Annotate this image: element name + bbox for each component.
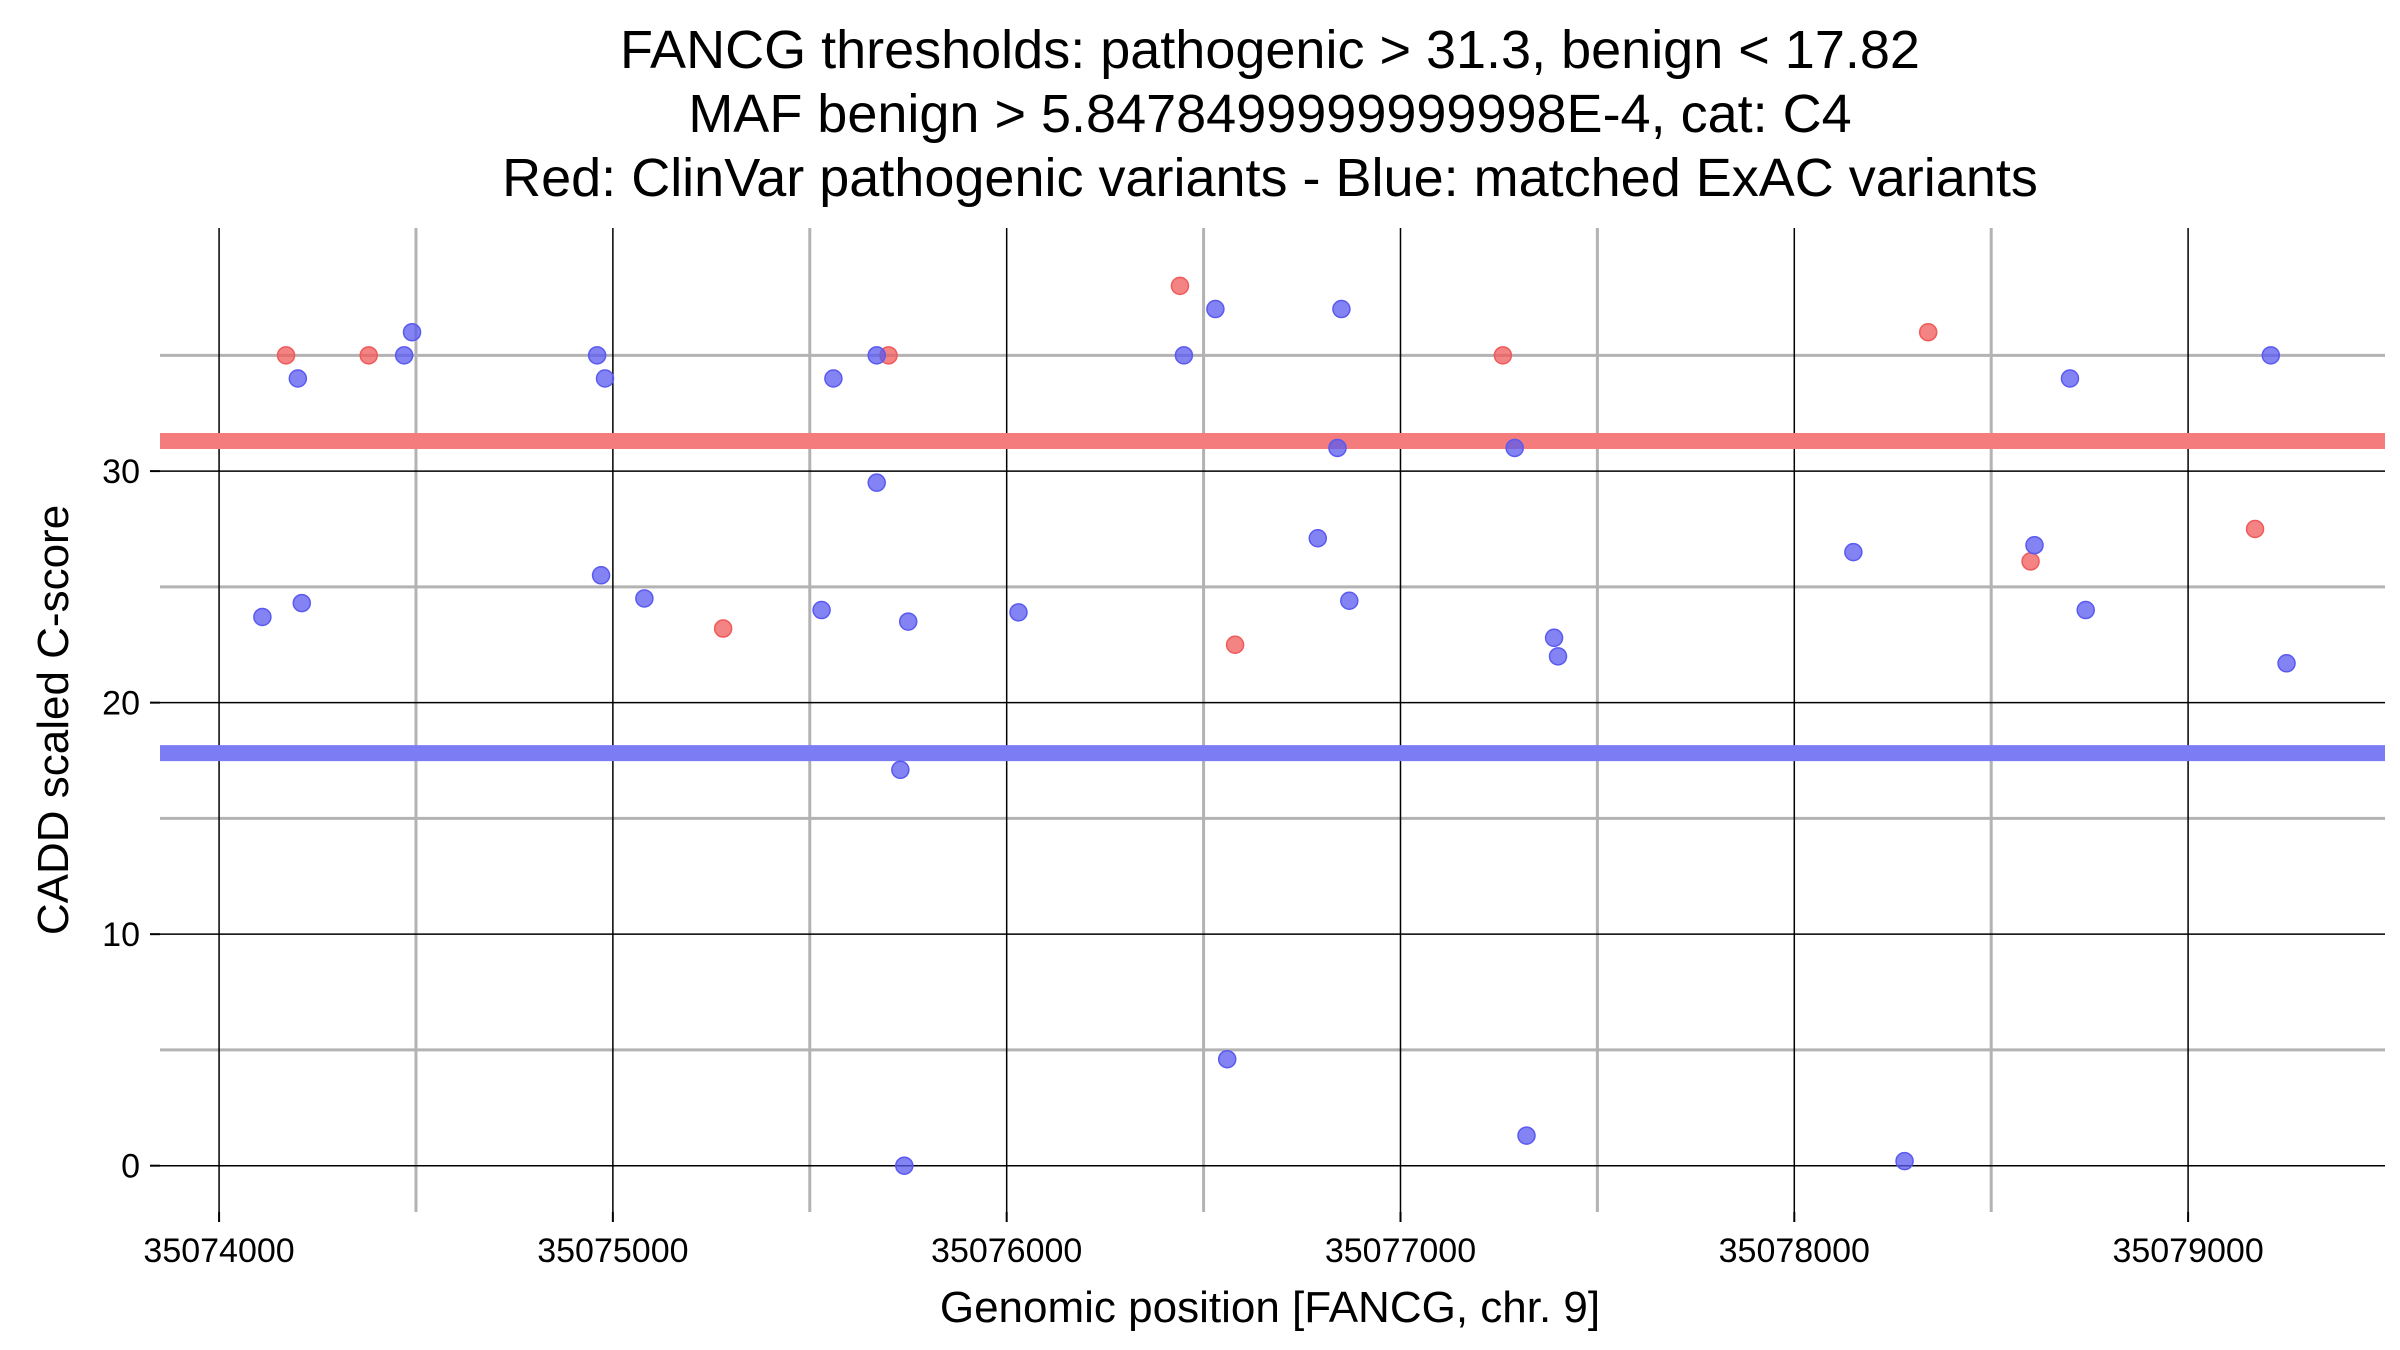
threshold-lines (160, 433, 2385, 762)
benign-variant-point (595, 369, 615, 388)
benign-variant-point (253, 607, 272, 627)
pathogenic-variant-point (1225, 635, 1245, 655)
pathogenic-variant-point (276, 346, 296, 365)
benign-variant-point (2076, 600, 2095, 620)
y-tick-label: 30 (102, 453, 140, 491)
benign-variant-point (402, 322, 422, 342)
benign-variant-point (812, 600, 831, 620)
benign-variant-point (591, 566, 611, 585)
benign-variant-point (895, 1156, 914, 1175)
benign-variant-point (1328, 438, 1347, 458)
pathogenic-variant-point (1918, 322, 1938, 342)
benign-variant-point (891, 760, 910, 780)
benign-variant-point (2261, 346, 2281, 365)
benign-variant-point (1340, 591, 1359, 611)
benign-variant-point (1505, 438, 1524, 458)
title-line-1: FANCG thresholds: pathogenic > 31.3, ben… (620, 20, 1920, 80)
benign-variant-point (2025, 535, 2044, 555)
pathogenic-variant-point (713, 619, 733, 638)
benign-variant-point (1544, 628, 1564, 648)
axes: 35074000 35075000 35076000 35077000 35078000… (102, 453, 2264, 1270)
pathogenic-variant-point (2245, 519, 2265, 539)
x-tick-label: 35076000 (931, 1232, 1082, 1270)
benign-variant-point (867, 473, 886, 492)
x-tick-label: 35074000 (143, 1232, 294, 1270)
benign-variant-point (1548, 647, 1568, 666)
data-points (253, 276, 2296, 1175)
benign-variant-point (1009, 603, 1028, 622)
benign-variant-point (824, 369, 843, 388)
benign-variant-point (1332, 299, 1351, 319)
x-tick-label: 35078000 (1719, 1232, 1870, 1270)
benign-variant-point (2277, 654, 2296, 673)
pathogenic-variant-point (1170, 276, 1190, 296)
x-tick-label: 35079000 (2112, 1232, 2263, 1270)
benign-variant-point (587, 346, 607, 365)
benign-variant-point (2060, 369, 2080, 388)
benign-variant-point (1895, 1151, 1914, 1171)
pathogenic-variant-point (2021, 552, 2040, 571)
benign-variant-point (867, 346, 886, 365)
y-tick-label: 0 (121, 1148, 140, 1186)
benign-variant-point (1844, 542, 1863, 562)
benign-variant-point (1174, 346, 1194, 365)
benign-variant-point (288, 369, 308, 388)
benign-variant-point (1206, 299, 1225, 319)
grid (160, 228, 2385, 1212)
y-tick-label: 10 (102, 916, 140, 954)
benign-variant-point (292, 593, 312, 613)
benign-variant-point (1217, 1049, 1237, 1069)
title-line-3: Red: ClinVar pathogenic variants - Blue:… (502, 148, 2038, 208)
benign-variant-point (898, 612, 918, 631)
chart-title: FANCG thresholds: pathogenic > 31.3, ben… (502, 20, 2038, 208)
pathogenic-variant-point (359, 346, 378, 365)
benign-variant-point (1517, 1126, 1536, 1145)
y-tick-label: 20 (102, 685, 140, 723)
x-axis-title: Genomic position [FANCG, chr. 9] (940, 1283, 1600, 1332)
x-tick-label: 35075000 (537, 1232, 688, 1270)
benign-variant-point (394, 346, 414, 365)
pathogenic-variant-point (1493, 346, 1513, 365)
y-axis-title: CADD scaled C-score (29, 505, 78, 935)
benign-variant-point (635, 589, 654, 608)
benign-variant-point (1308, 528, 1328, 548)
x-tick-label: 35077000 (1325, 1232, 1476, 1270)
title-line-2: MAF benign > 5.8478499999999998E-4, cat:… (688, 84, 1851, 144)
